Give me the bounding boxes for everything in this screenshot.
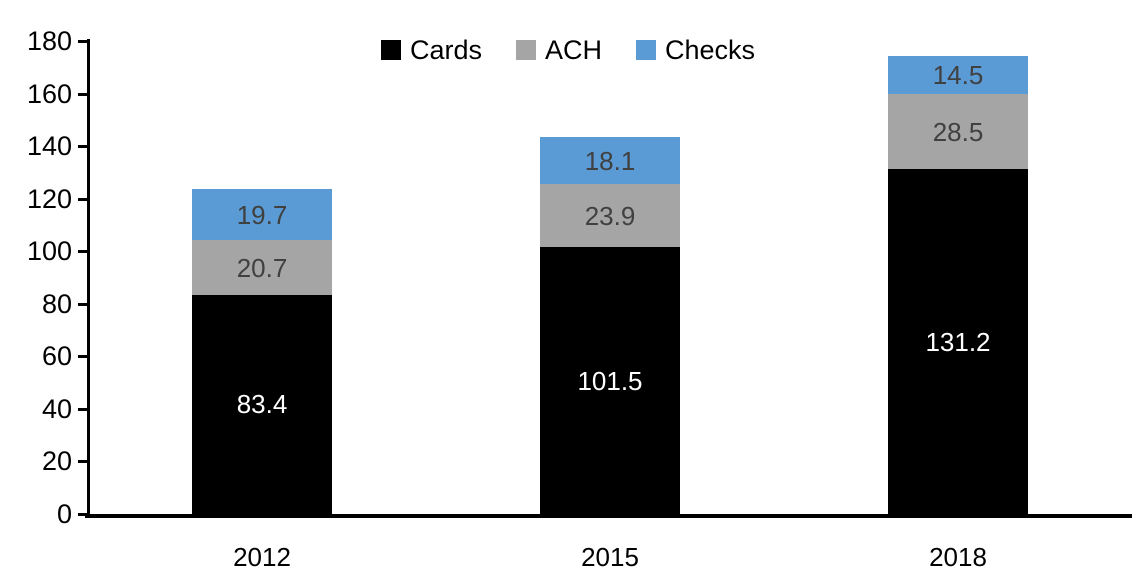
y-axis-tick-label: 180: [26, 26, 72, 56]
y-axis-tick-label: 80: [41, 288, 72, 319]
y-axis-tick-label: 140: [26, 131, 72, 162]
bar-segment-cards-2018: [888, 169, 1028, 514]
bar-segment-ach-2018: [888, 94, 1028, 170]
bar-value-label: 20.7: [236, 252, 288, 283]
legend-label: Checks: [665, 34, 756, 65]
bar-segment-ach-2012: [192, 240, 332, 295]
y-axis-tick-label: 100: [26, 236, 72, 267]
legend-item-cards: Cards: [380, 34, 482, 65]
y-axis-tick: [78, 197, 88, 201]
y-axis-tick: [78, 460, 88, 464]
legend-swatch-icon: [636, 40, 656, 60]
legend-label: Cards: [409, 34, 482, 65]
bar-value-label: 19.7: [236, 199, 288, 230]
legend-swatch-icon: [515, 40, 536, 60]
y-axis-tick: [78, 302, 88, 306]
bar-value-label: 14.5: [932, 60, 984, 91]
bar-value-label: 23.9: [584, 200, 636, 231]
bar-segment-cards-2015: [540, 247, 680, 514]
y-axis: [87, 39, 90, 516]
bar-value-label: 101.5: [577, 365, 643, 396]
bar-segment-checks-2015: [540, 136, 680, 185]
legend-label: ACH: [544, 34, 602, 65]
bar-segment-ach-2015: [540, 184, 680, 248]
chart-legend: Cards ACH Checks: [0, 33, 1136, 67]
y-axis-tick: [78, 513, 88, 516]
bar-value-label: 83.4: [236, 389, 288, 420]
y-axis-tick-label: 120: [26, 183, 72, 214]
bar-value-label: 18.1: [584, 145, 636, 176]
y-axis-tick-label: 20: [41, 446, 72, 477]
y-axis-tick: [78, 40, 88, 43]
bar-segment-cards-2012: [192, 294, 332, 514]
bar-segment-checks-2012: [192, 188, 332, 241]
y-axis-tick: [78, 145, 88, 149]
legend-item-ach: ACH: [515, 34, 602, 65]
y-axis-tick: [78, 407, 88, 411]
y-axis-tick-label: 160: [26, 78, 72, 109]
y-axis-tick-label: 40: [41, 393, 72, 424]
x-axis-label: 2012: [233, 542, 291, 572]
x-axis-label: 2015: [581, 542, 639, 572]
y-axis-tick: [78, 250, 88, 254]
y-axis-tick: [78, 92, 88, 96]
legend-swatch-icon: [380, 40, 401, 60]
bar-segment-checks-2018: [888, 56, 1028, 95]
x-axis: [85, 514, 1132, 518]
bar-value-label: 28.5: [932, 116, 984, 147]
y-axis-tick: [78, 355, 88, 359]
y-axis-tick-label: 60: [41, 341, 72, 372]
x-axis-label: 2018: [929, 542, 987, 572]
bar-value-label: 131.2: [925, 326, 991, 357]
legend-item-checks: Checks: [636, 34, 756, 65]
y-axis-tick-label: 0: [56, 499, 72, 529]
